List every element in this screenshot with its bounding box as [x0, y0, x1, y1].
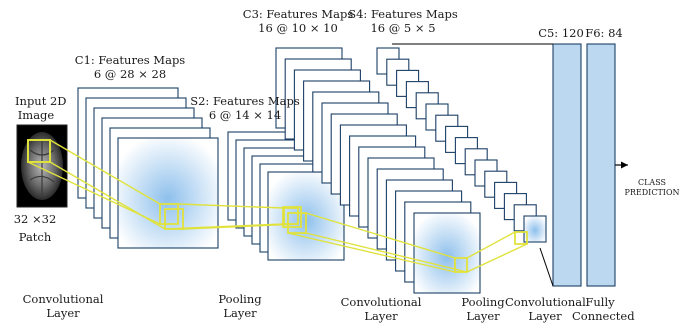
s4-title: S4: Features Maps 16 @ 5 × 5 [343, 7, 463, 35]
fc-line1: Fully [585, 295, 615, 309]
c3-feature-maps [275, 47, 481, 294]
c5-title: C5: 120 [538, 26, 584, 40]
pool2-layer-label: Pooling Layer [455, 295, 511, 323]
c3-title-text: C3: Features Maps [242, 7, 354, 21]
brain-mri-detail-icon [29, 140, 55, 195]
s4-feature-maps-sheet [523, 215, 547, 243]
c3-receptive-box [282, 206, 302, 228]
conv3-line2: Layer [528, 309, 562, 323]
f6-title: F6: 84 [585, 26, 623, 40]
fully-connected-bars [552, 43, 616, 287]
s4-dims-text: 16 @ 5 × 5 [370, 21, 436, 35]
c1-dims-text: 6 @ 28 × 28 [93, 67, 167, 81]
conv2-layer-label: Convolutional Layer [336, 295, 426, 323]
c5-bar [552, 43, 582, 287]
fc-layer-label: Fully Connected [572, 295, 635, 323]
input-to-c1-line-mid [27, 161, 161, 225]
input-title-line2: Image [17, 108, 55, 122]
conv2-line1: Convolutional [340, 295, 422, 309]
s2-to-c3-line-bottom [305, 232, 468, 273]
input-image [16, 124, 68, 208]
input-title-line1: Input 2D [15, 94, 67, 108]
pool1-line1: Pooling [218, 292, 262, 306]
output-line2: PREDICTION [624, 188, 680, 197]
fc-line2: Connected [572, 309, 635, 323]
c1-to-s2-line-mid [164, 223, 285, 230]
input-patch-label: Patch [18, 230, 52, 244]
c3-title: C3: Features Maps 16 @ 10 × 10 [238, 7, 358, 35]
class-prediction-label: CLASS PREDICTION [622, 178, 682, 198]
conv1-layer-label: Convolutional Layer [18, 292, 108, 320]
f6-bar [586, 43, 616, 287]
conv3-layer-label: Convolutional Layer [505, 295, 586, 323]
pool1-line2: Layer [223, 306, 257, 320]
c1-title: C1: Features Maps 6 @ 28 × 28 [70, 53, 190, 81]
c3-out-box [454, 257, 468, 273]
s4-feature-maps [376, 47, 547, 243]
pool2-line1: Pooling [461, 295, 505, 309]
s2-to-c3-line-mid [287, 232, 456, 273]
conv3-line1: Convolutional [505, 295, 586, 309]
c1-receptive-box [159, 203, 179, 225]
c1-feature-maps-sheet [117, 137, 219, 249]
output-line1: CLASS [637, 178, 667, 187]
input-patch-highlight [27, 139, 51, 163]
c3-dims-text: 16 @ 10 × 10 [258, 21, 338, 35]
c3-to-s4-line-top [466, 231, 516, 259]
s2-title: S2: Features Maps 6 @ 14 × 14 [185, 94, 305, 122]
s2-title-text: S2: Features Maps [190, 94, 300, 108]
input-size-label: 32 ×32 [13, 212, 57, 226]
s2-to-c3-line-top [305, 212, 456, 259]
conv2-line2: Layer [364, 309, 398, 323]
c3-receptive-box-back [287, 212, 307, 234]
conv1-line2: Layer [46, 306, 80, 320]
pool2-line2: Layer [466, 309, 500, 323]
c3-to-s4-line-bottom [466, 243, 528, 273]
s4-to-c5-bottom-line [539, 247, 554, 287]
input-image-title: Input 2D Image [15, 94, 67, 122]
input-to-c1-line-top [49, 139, 161, 205]
conv1-line1: Convolutional [22, 292, 104, 306]
c1-to-s2-line-top [177, 203, 285, 209]
receptive-field-highlights [27, 139, 528, 273]
s4-receptive-box [514, 231, 528, 245]
c1-feature-maps [77, 87, 219, 249]
s2-dims-text: 6 @ 14 × 14 [208, 108, 282, 122]
c1-title-text: C1: Features Maps [74, 53, 186, 67]
s4-title-text: S4: Features Maps [348, 7, 458, 21]
pool1-layer-label: Pooling Layer [212, 292, 268, 320]
c3-feature-maps-sheet [413, 212, 481, 294]
